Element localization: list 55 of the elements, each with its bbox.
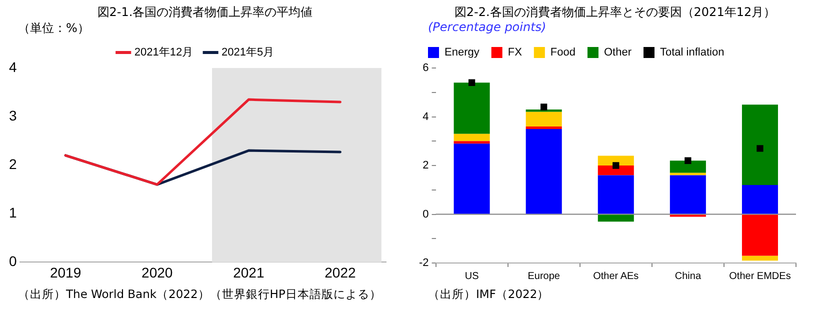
y-tick-label: 3 (8, 107, 17, 124)
y-tick-label: 6 (422, 62, 429, 74)
x-tick-label: US (464, 270, 480, 282)
x-tick-label: 2021 (233, 264, 264, 280)
legend-label: 2021年5月 (222, 46, 274, 59)
y-tick-label: -2 (419, 257, 429, 270)
point (540, 104, 548, 110)
y-tick-label: 4 (422, 110, 429, 123)
point (756, 145, 764, 152)
y-axis-title: (Percentage points) (428, 20, 548, 35)
bar (454, 141, 490, 144)
bar (742, 256, 778, 261)
bar (598, 214, 634, 222)
text: （出所）The World Bank（2022）（世界銀行HP日本語版による） (18, 287, 382, 302)
y-axis-title: （単位：%） (18, 20, 90, 35)
bar (742, 214, 778, 256)
bar (742, 104, 778, 185)
bar (670, 160, 706, 173)
bar (598, 175, 634, 214)
bar (454, 82, 490, 134)
y-tick-label: 0 (422, 208, 429, 220)
bar (742, 185, 778, 214)
x-tick-label: Europe (528, 270, 560, 282)
bar (670, 175, 706, 214)
bar (526, 112, 562, 126)
text: （出所）IMF（2022） (428, 287, 550, 302)
legend-label: Energy (444, 46, 480, 59)
legend-label: Total inflation (660, 46, 724, 59)
bar (526, 128, 562, 214)
point (684, 157, 692, 164)
x-tick-label: 2020 (142, 264, 173, 280)
y-tick-label: 4 (8, 58, 17, 75)
legend-label: FX (508, 46, 523, 59)
x-tick-label: Other AEs (593, 270, 639, 282)
y-tick-label: 2 (422, 160, 429, 172)
chart-title: 図2-2.各国の消費者物価上昇率とその要因（2021年12月） (453, 4, 777, 20)
y-tick-label: 0 (8, 253, 17, 270)
point (612, 162, 620, 169)
bar (454, 144, 490, 214)
legend-label: 2021年12月 (134, 46, 194, 59)
legend-label: Other (604, 46, 632, 59)
bar (598, 156, 634, 166)
bar (454, 134, 490, 142)
bar (670, 172, 706, 176)
y-tick-label: 1 (8, 204, 17, 221)
x-tick-label: 2019 (50, 264, 82, 280)
bar (526, 109, 562, 112)
point (468, 79, 476, 86)
x-tick-label: Other EMDEs (729, 270, 791, 282)
chart-title: 図2-1.各国の消費者物価上昇率の平均値 (96, 4, 314, 20)
y-tick-label: 2 (8, 156, 17, 172)
legend-label: Food (550, 46, 576, 59)
x-tick-label: 2022 (324, 264, 356, 280)
bar (598, 166, 634, 176)
x-tick-label: China (674, 270, 702, 282)
